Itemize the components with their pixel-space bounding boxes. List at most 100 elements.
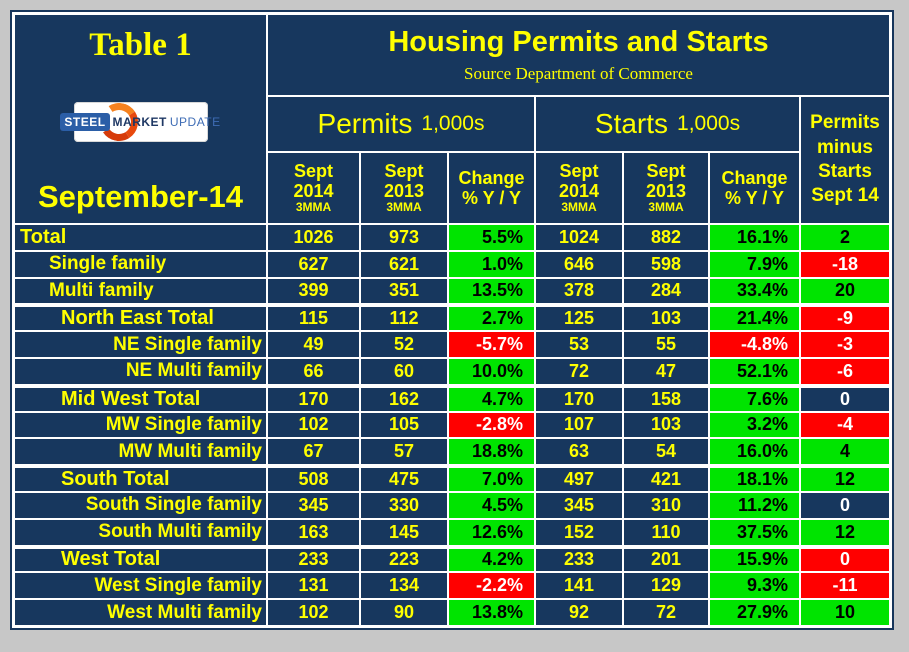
row-label-row-2: Multi family <box>15 278 266 304</box>
row-label-row-11: South Multi family <box>15 519 266 545</box>
permits-change-cell-row-0: 5.5% <box>449 225 534 250</box>
starts-2013-cell-row-3: 103 <box>624 305 708 331</box>
starts-2014-cell-row-6: 170 <box>536 385 622 411</box>
diff-cell-row-2: 20 <box>801 278 889 304</box>
row-label-row-10: South Single family <box>15 492 266 518</box>
permits-2013-cell-row-5: 60 <box>361 358 447 384</box>
starts-change-cell-row-14: 27.9% <box>710 600 799 625</box>
permits-group-units: 1,000s <box>421 112 485 135</box>
permits-change-cell-row-9: 7.0% <box>449 466 534 491</box>
logo-update-text: UPDATE <box>169 114 221 129</box>
starts-2014-cell-row-12: 233 <box>536 546 622 572</box>
starts-2013-cell-row-1: 598 <box>624 251 708 277</box>
permits-change-cell-row-14: 13.8% <box>449 600 534 625</box>
left-panel: Table 1 STEEL MARKET UPDATE September-14 <box>15 15 266 223</box>
starts-change-cell-row-13: 9.3% <box>710 573 799 599</box>
starts-2014-cell-row-4: 53 <box>536 332 622 357</box>
permits-2013-cell-row-12: 223 <box>361 546 447 572</box>
starts-change-cell-row-3: 21.4% <box>710 305 799 331</box>
starts-2013-cell-row-2: 284 <box>624 278 708 304</box>
permits-2014-cell-row-7: 102 <box>268 412 359 438</box>
starts-group-units: 1,000s <box>677 112 741 135</box>
row-label-row-6: Mid West Total <box>15 385 266 411</box>
diff-column-header: Permits minus Starts Sept 14 <box>801 97 889 223</box>
permits-2014-cell-row-6: 170 <box>268 385 359 411</box>
permits-2014-cell-row-13: 131 <box>268 573 359 599</box>
permits-change-cell-row-12: 4.2% <box>449 546 534 572</box>
diff-cell-row-10: 0 <box>801 492 889 518</box>
starts-2013-cell-row-5: 47 <box>624 358 708 384</box>
starts-change-cell-row-6: 7.6% <box>710 385 799 411</box>
permits-2014-cell-row-5: 66 <box>268 358 359 384</box>
logo-steel-text: STEEL <box>60 112 110 131</box>
permits-2013-cell-row-8: 57 <box>361 439 447 465</box>
row-label-row-4: NE Single family <box>15 332 266 357</box>
starts-2013-cell-row-13: 129 <box>624 573 708 599</box>
starts-2013-cell-row-9: 421 <box>624 466 708 491</box>
permits-2013-cell-row-1: 621 <box>361 251 447 277</box>
starts-change-cell-row-7: 3.2% <box>710 412 799 438</box>
starts-2014-cell-row-3: 125 <box>536 305 622 331</box>
starts-2014-cell-row-10: 345 <box>536 492 622 518</box>
starts-2014-cell-row-0: 1024 <box>536 225 622 250</box>
starts-change-cell-row-11: 37.5% <box>710 519 799 545</box>
permits-change-cell-row-2: 13.5% <box>449 278 534 304</box>
subheader-starts-sept-2014: Sept 2014 3MMA <box>536 153 622 223</box>
starts-2013-cell-row-4: 55 <box>624 332 708 357</box>
diff-cell-row-5: -6 <box>801 358 889 384</box>
permits-2013-cell-row-0: 973 <box>361 225 447 250</box>
row-label-row-5: NE Multi family <box>15 358 266 384</box>
permits-2013-cell-row-2: 351 <box>361 278 447 304</box>
row-label-row-8: MW Multi family <box>15 439 266 465</box>
starts-2014-cell-row-5: 72 <box>536 358 622 384</box>
starts-2014-cell-row-2: 378 <box>536 278 622 304</box>
permits-2014-cell-row-14: 102 <box>268 600 359 625</box>
starts-2014-cell-row-11: 152 <box>536 519 622 545</box>
starts-2013-cell-row-6: 158 <box>624 385 708 411</box>
row-label-row-0: Total <box>15 225 266 250</box>
permits-change-cell-row-8: 18.8% <box>449 439 534 465</box>
starts-change-cell-row-5: 52.1% <box>710 358 799 384</box>
permits-change-cell-row-11: 12.6% <box>449 519 534 545</box>
starts-2014-cell-row-13: 141 <box>536 573 622 599</box>
report-date: September-14 <box>37 179 244 214</box>
starts-2013-cell-row-14: 72 <box>624 600 708 625</box>
starts-2014-cell-row-14: 92 <box>536 600 622 625</box>
diff-cell-row-6: 0 <box>801 385 889 411</box>
starts-group-header: Starts 1,000s <box>536 97 799 151</box>
starts-2014-cell-row-9: 497 <box>536 466 622 491</box>
logo-market-text: MARKET <box>112 114 167 129</box>
row-label-row-14: West Multi family <box>15 600 266 625</box>
starts-2014-cell-row-1: 646 <box>536 251 622 277</box>
permits-2013-cell-row-9: 475 <box>361 466 447 491</box>
starts-change-cell-row-2: 33.4% <box>710 278 799 304</box>
row-label-row-1: Single family <box>15 251 266 277</box>
permits-2014-cell-row-12: 233 <box>268 546 359 572</box>
starts-change-cell-row-9: 18.1% <box>710 466 799 491</box>
permits-2013-cell-row-3: 112 <box>361 305 447 331</box>
permits-2013-cell-row-14: 90 <box>361 600 447 625</box>
table-label: Table 1 <box>89 27 192 63</box>
diff-cell-row-12: 0 <box>801 546 889 572</box>
permits-2013-cell-row-7: 105 <box>361 412 447 438</box>
permits-change-cell-row-10: 4.5% <box>449 492 534 518</box>
starts-change-cell-row-10: 11.2% <box>710 492 799 518</box>
permits-2013-cell-row-6: 162 <box>361 385 447 411</box>
permits-2014-cell-row-8: 67 <box>268 439 359 465</box>
permits-change-cell-row-7: -2.8% <box>449 412 534 438</box>
starts-2013-cell-row-12: 201 <box>624 546 708 572</box>
permits-2013-cell-row-4: 52 <box>361 332 447 357</box>
permits-group-title: Permits <box>317 108 413 139</box>
subheader-permits-change: Change % Y / Y <box>449 153 534 223</box>
starts-change-cell-row-4: -4.8% <box>710 332 799 357</box>
diff-cell-row-3: -9 <box>801 305 889 331</box>
diff-cell-row-9: 12 <box>801 466 889 491</box>
starts-2014-cell-row-8: 63 <box>536 439 622 465</box>
permits-change-cell-row-5: 10.0% <box>449 358 534 384</box>
permits-2014-cell-row-3: 115 <box>268 305 359 331</box>
diff-cell-row-11: 12 <box>801 519 889 545</box>
permits-2014-cell-row-9: 508 <box>268 466 359 491</box>
starts-change-cell-row-8: 16.0% <box>710 439 799 465</box>
starts-2013-cell-row-0: 882 <box>624 225 708 250</box>
subheader-starts-sept-2013: Sept 2013 3MMA <box>624 153 708 223</box>
